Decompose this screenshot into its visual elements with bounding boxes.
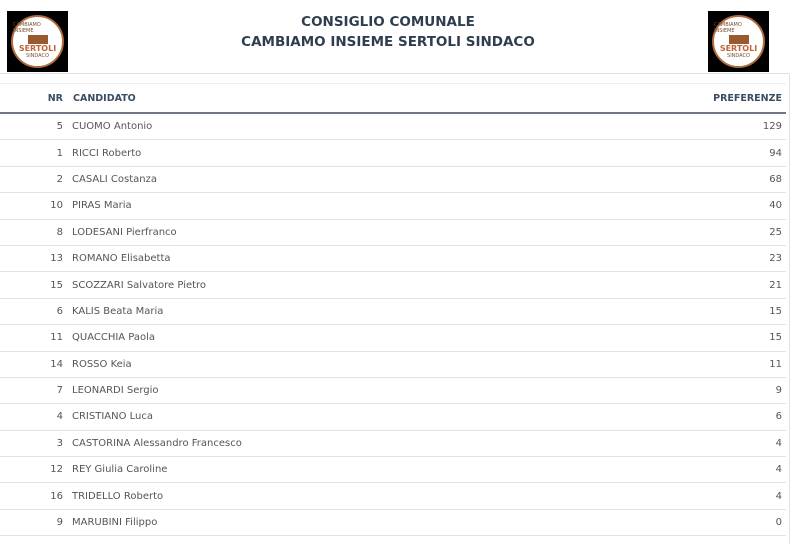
cell-nr: 12 (0, 456, 72, 484)
cell-nr: 5 (0, 113, 72, 141)
logo-name: SERTOLI (18, 44, 57, 54)
cell-candidate: REY Giulia Caroline (72, 456, 570, 484)
cell-nr: 9 (0, 509, 72, 537)
cell-nr: 3 (0, 430, 72, 458)
cell-preferences: 129 (569, 113, 786, 141)
cell-preferences: 4 (569, 456, 786, 484)
cell-candidate: LODESANI Pierfranco (72, 219, 570, 246)
logo-name: SERTOLI (719, 44, 758, 54)
col-candidate: CANDIDATO (72, 83, 570, 114)
cell-candidate: ROMANO Elisabetta (72, 245, 570, 273)
cell-nr: 15 (0, 271, 72, 299)
cell-preferences: 11 (569, 351, 786, 378)
logo-sub: SINDACO (26, 53, 49, 60)
cell-preferences: 25 (569, 219, 786, 246)
table-container (0, 73, 790, 544)
table-row: 12 REY Giulia Caroline 4 (0, 456, 786, 484)
cell-candidate: PIRAS Maria (72, 192, 570, 220)
cell-preferences: 4 (569, 430, 786, 458)
cell-candidate: SCOZZARI Salvatore Pietro (72, 271, 570, 299)
cell-candidate: QUACCHIA Paola (72, 324, 570, 352)
logo-sub: SINDACO (727, 53, 750, 60)
page-title: CONSIGLIO COMUNALE CAMBIAMO INSIEME SERTO… (200, 12, 576, 52)
cell-nr: 14 (0, 351, 72, 378)
cell-nr: 1 (0, 139, 72, 167)
cell-candidate: CUOMO Antonio (72, 113, 570, 141)
cell-candidate: ROSSO Keia (72, 351, 570, 378)
cell-preferences: 0 (569, 509, 786, 537)
logo-text: CAMBIAMO INSIEME (714, 22, 742, 34)
table-header: NR CANDIDATO PREFERENZE (0, 83, 786, 114)
table-row: 1 RICCI Roberto 94 (0, 139, 786, 167)
cell-preferences: 23 (569, 245, 786, 273)
cell-nr: 7 (0, 377, 72, 405)
table-row: 9 MARUBINI Filippo 0 (0, 509, 786, 537)
col-preferences: PREFERENZE (569, 83, 786, 114)
table-row: 8 LODESANI Pierfranco 25 (0, 219, 786, 246)
cell-candidate: KALIS Beata Maria (72, 298, 570, 326)
cell-nr: 8 (0, 219, 72, 246)
table-row: 4 CRISTIANO Luca 6 (0, 403, 786, 431)
cell-nr: 16 (0, 482, 72, 510)
title-line2: CAMBIAMO INSIEME SERTOLI SINDACO (241, 34, 535, 50)
results-table: NR CANDIDATO PREFERENZE 5 CUOMO Antonio 12… (0, 83, 786, 537)
cell-preferences: 9 (569, 377, 786, 405)
cell-candidate: TRIDELLO Roberto (72, 482, 570, 510)
table-row: 11 QUACCHIA Paola 15 (0, 324, 786, 352)
title-line1: CONSIGLIO COMUNALE (301, 14, 475, 30)
cell-nr: 4 (0, 403, 72, 431)
table-row: 2 CASALI Costanza 68 (0, 166, 786, 194)
cell-preferences: 94 (569, 139, 786, 167)
cell-preferences: 40 (569, 192, 786, 220)
table-row: 15 SCOZZARI Salvatore Pietro 21 (0, 271, 786, 299)
table-row: 5 CUOMO Antonio 129 (0, 113, 786, 141)
table-row: 7 LEONARDI Sergio 9 (0, 377, 786, 405)
cell-nr: 6 (0, 298, 72, 326)
cell-preferences: 68 (569, 166, 786, 194)
cell-preferences: 6 (569, 403, 786, 431)
cell-candidate: CASTORINA Alessandro Francesco (72, 430, 570, 458)
col-nr: NR (0, 83, 72, 114)
cell-preferences: 15 (569, 324, 786, 352)
table-row: 13 ROMANO Elisabetta 23 (0, 245, 786, 273)
cell-candidate: RICCI Roberto (72, 139, 570, 167)
party-logo-right: CAMBIAMO INSIEME SERTOLI SINDACO (708, 11, 769, 72)
cell-candidate: CRISTIANO Luca (72, 403, 570, 431)
cell-preferences: 21 (569, 271, 786, 299)
cell-preferences: 15 (569, 298, 786, 326)
table-row: 14 ROSSO Keia 11 (0, 351, 786, 378)
cell-candidate: CASALI Costanza (72, 166, 570, 194)
cell-nr: 10 (0, 192, 72, 220)
cell-nr: 13 (0, 245, 72, 273)
cell-nr: 11 (0, 324, 72, 352)
cell-candidate: LEONARDI Sergio (72, 377, 570, 405)
table-row: 16 TRIDELLO Roberto 4 (0, 482, 786, 510)
castle-icon (27, 35, 48, 45)
table-row: 6 KALIS Beata Maria 15 (0, 298, 786, 326)
table-row: 10 PIRAS Maria 40 (0, 192, 786, 220)
party-logo-left: CAMBIAMO INSIEME SERTOLI SINDACO (7, 11, 68, 72)
cell-nr: 2 (0, 166, 72, 194)
castle-icon (728, 35, 749, 45)
table-row: 3 CASTORINA Alessandro Francesco 4 (0, 430, 786, 458)
cell-candidate: MARUBINI Filippo (72, 509, 570, 537)
logo-text: CAMBIAMO INSIEME (13, 22, 41, 34)
cell-preferences: 4 (569, 482, 786, 510)
